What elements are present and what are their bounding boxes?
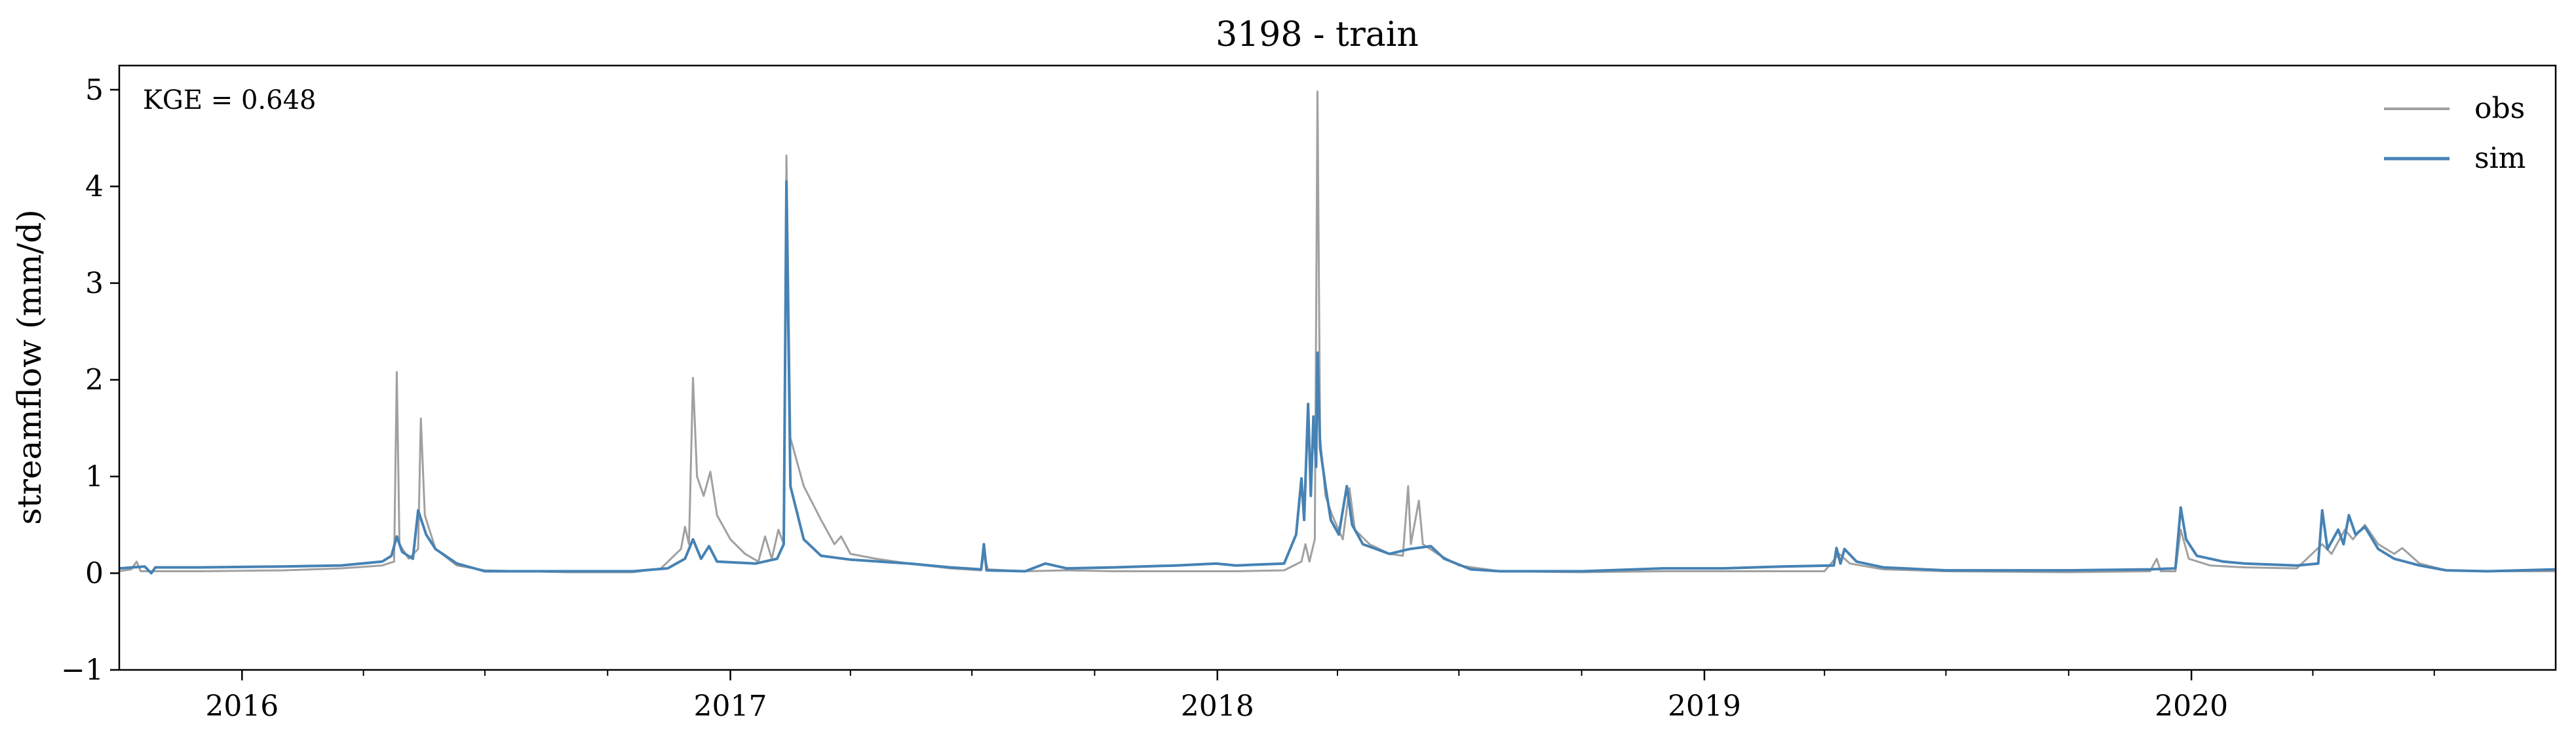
- legend-label-sim: sim: [2474, 142, 2526, 175]
- plot-area: [118, 64, 2557, 671]
- y-tick-label: −1: [61, 654, 104, 687]
- plot-frame: [118, 64, 2557, 671]
- x-tick-label: 2019: [1668, 690, 1741, 723]
- x-tick-label: 2017: [694, 690, 767, 723]
- y-axis-label: streamflow (mm/d): [10, 209, 48, 524]
- series-line-obs: [119, 90, 2556, 574]
- y-tick-label: 2: [85, 363, 104, 397]
- y-tick-label: 4: [85, 170, 104, 203]
- y-tick-label: 5: [85, 73, 104, 107]
- kge-annotation: KGE = 0.648: [143, 85, 317, 115]
- legend-label-obs: obs: [2474, 92, 2525, 125]
- y-tick-label: 0: [85, 556, 104, 590]
- x-tick-label: 2020: [2155, 690, 2228, 723]
- x-tick-label: 2018: [1181, 690, 1254, 723]
- chart-title: 3198 - train: [1216, 15, 1419, 54]
- series-line-sim: [119, 180, 2556, 575]
- y-tick-label: 3: [85, 267, 104, 300]
- legend: obs sim: [2384, 92, 2526, 175]
- x-tick-label: 2016: [205, 690, 279, 723]
- x-axis: 2016 2017 2018 2019 2020: [205, 670, 2435, 723]
- y-tick-label: 1: [85, 460, 104, 494]
- y-axis: −1 0 1 2 3 4 5: [61, 73, 119, 687]
